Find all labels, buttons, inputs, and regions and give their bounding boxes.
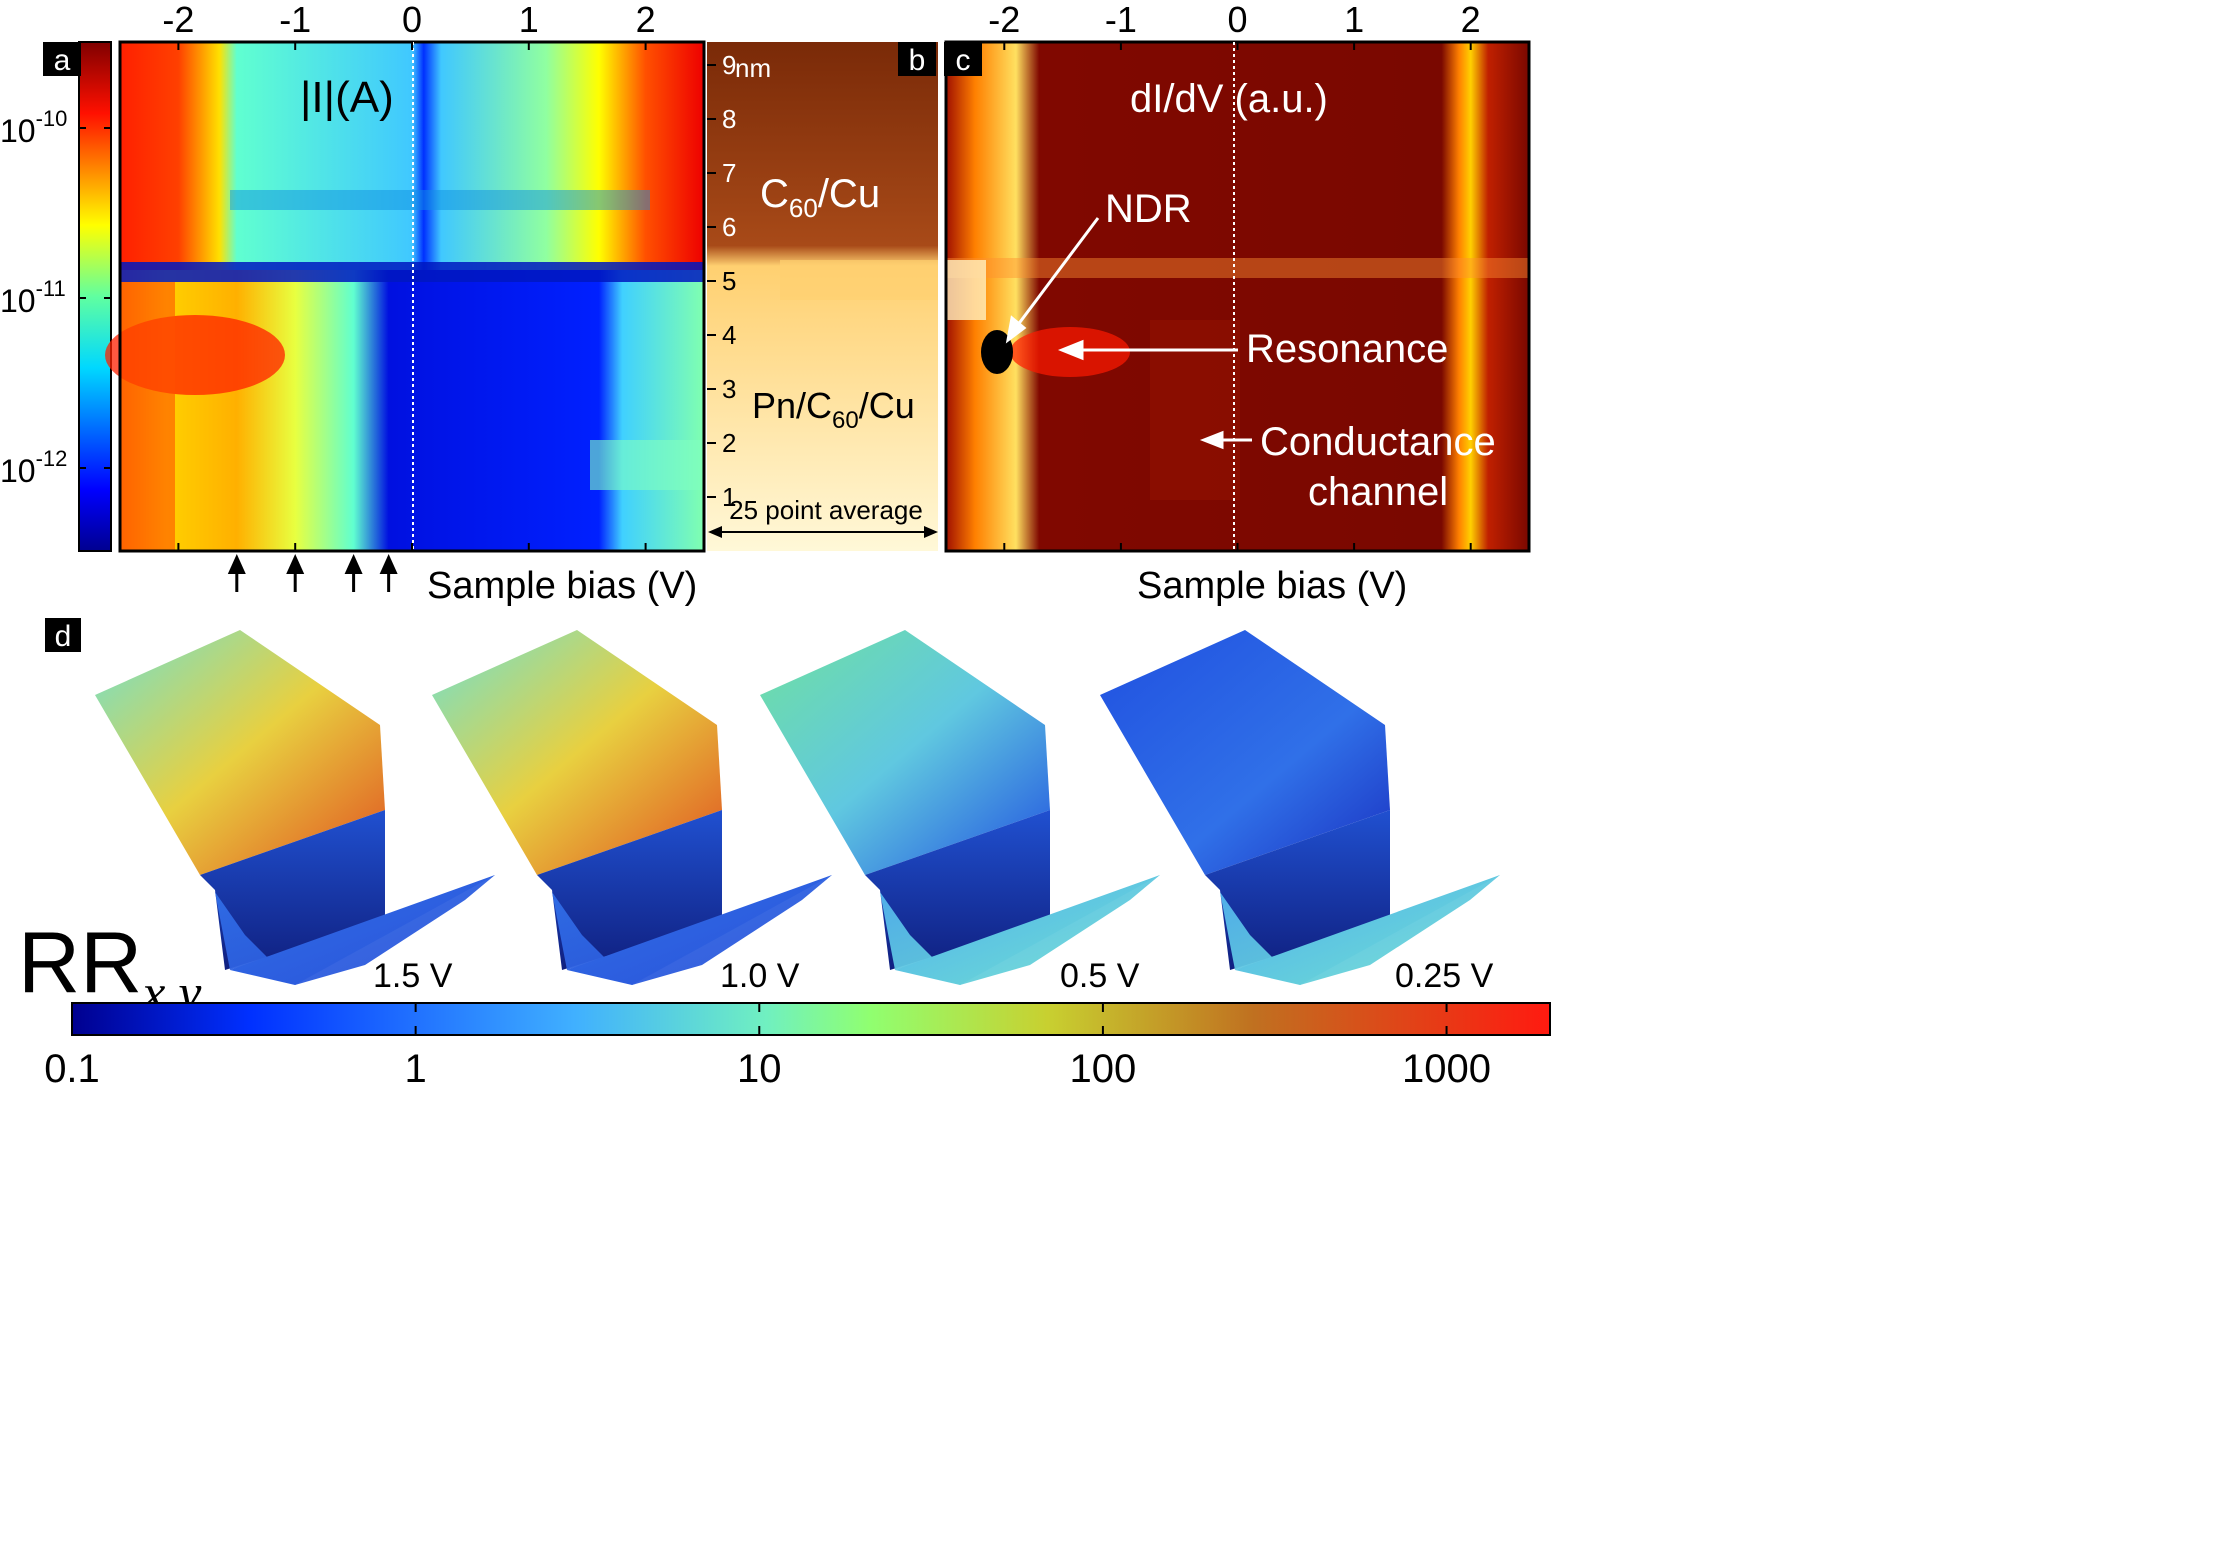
panel-b: 1 2 3 4 5 6 7 8 9 nm b C60/Cu Pn/C60/Cu 25 point… — [707, 42, 938, 551]
x-tick-label: 0 — [1227, 0, 1247, 40]
colorbar-a-tick-0: 10-10 — [0, 106, 67, 149]
y-tick-label: 7 — [722, 158, 736, 188]
xlabel-c: Sample bias (V) — [1137, 565, 1407, 607]
colorbar-d-tick-label: 1000 — [1402, 1047, 1491, 1091]
annotation-arrows — [1005, 217, 1252, 450]
annotation-ndr: NDR — [1105, 187, 1192, 231]
panel-label-c: c — [956, 44, 971, 77]
y-tick-label: 3 — [722, 374, 736, 404]
colorbar-a-tick-1: 10-11 — [0, 276, 66, 319]
surfaces: 1.5 V 1.0 V 0.5 V 0.25 V — [95, 630, 1500, 995]
unit-b: nm — [735, 53, 771, 83]
bias-arrow — [227, 554, 246, 592]
label-box-b — [898, 42, 936, 76]
panel-label-b: b — [909, 44, 926, 77]
colorbar-d-tick-label: 100 — [1070, 1047, 1137, 1091]
surface-label: 0.25 V — [1395, 957, 1494, 995]
colorbar-a-ticks — [79, 127, 111, 469]
colorbar-d-tick-label: 10 — [737, 1047, 782, 1091]
label-box-d — [45, 618, 81, 652]
bias-arrow — [286, 554, 305, 592]
surface-plot: 1.0 V — [432, 630, 832, 995]
heatmap-a — [105, 42, 704, 551]
surface-plot: 0.25 V — [1100, 630, 1500, 995]
average-note: 25 point average — [729, 495, 923, 525]
y-tick-label: 9 — [722, 50, 736, 80]
x-tick-label: -2 — [988, 0, 1020, 40]
colorbar-a — [78, 41, 112, 552]
colorbar-d — [71, 1002, 1551, 1036]
heatmap-c — [946, 42, 1529, 551]
x-tick-label: 0 — [402, 0, 422, 40]
bias-arrows — [227, 554, 398, 592]
panel-c: -2 -1 0 1 2 c dI/dV (a.u.) NDR Resonance Con… — [944, 0, 1531, 607]
x-tick-label: 1 — [1344, 0, 1364, 40]
y-tick-label: 1 — [722, 482, 736, 512]
annotation-conductance: Conductance — [1260, 420, 1496, 464]
annotation-resonance: Resonance — [1246, 327, 1448, 371]
y-ticks-b: 1 2 3 4 5 6 7 8 9 — [707, 50, 736, 512]
surface-label: 0.5 V — [1060, 957, 1140, 995]
x-tick-label: 2 — [1461, 0, 1481, 40]
surface-label: 1.0 V — [720, 957, 800, 995]
label-box-a — [43, 42, 81, 76]
colorbar-d-tick-label: 1 — [405, 1047, 427, 1091]
surface-plot: 0.5 V — [760, 630, 1160, 995]
panel-label-a: a — [54, 44, 71, 77]
surface-label: 1.5 V — [373, 957, 453, 995]
surface-plot: 1.5 V — [95, 630, 495, 995]
y-tick-label: 8 — [722, 104, 736, 134]
title-a: |I|(A) — [300, 73, 394, 122]
panel-label-d: d — [55, 620, 72, 653]
annotation-channel: channel — [1308, 470, 1448, 514]
region-label-c60: C60/Cu — [760, 172, 880, 223]
y-tick-label: 4 — [722, 320, 736, 350]
title-c: dI/dV (a.u.) — [1130, 77, 1328, 121]
x-ticks-a: -2 -1 0 1 2 — [162, 0, 656, 551]
x-tick-label: -1 — [1105, 0, 1137, 40]
x-tick-label: 2 — [636, 0, 656, 40]
x-ticks-c: -2 -1 0 1 2 — [988, 0, 1481, 551]
bias-arrow — [344, 554, 363, 592]
xlabel-a: Sample bias (V) — [427, 565, 697, 607]
bias-arrow — [379, 554, 398, 592]
y-tick-label: 5 — [722, 266, 736, 296]
y-tick-label: 2 — [722, 428, 736, 458]
x-tick-label: -2 — [162, 0, 194, 40]
x-tick-label: -1 — [279, 0, 311, 40]
colorbar-d-tick-label: 0.1 — [44, 1047, 100, 1091]
x-tick-label: 1 — [519, 0, 539, 40]
label-box-c — [944, 42, 982, 76]
region-label-pn: Pn/C60/Cu — [752, 385, 915, 434]
y-tick-label: 6 — [722, 212, 736, 242]
panel-a: 10-10 10-11 10-12 -2 -1 0 1 2 |I|(A) a Sampl… — [0, 0, 706, 607]
colorbar-a-tick-2: 10-12 — [0, 446, 67, 489]
colorbar-d-label: RRx,y — [18, 915, 202, 1022]
colorbar-d-ticks: 0.1 1 10 100 1000 — [44, 1003, 1491, 1091]
panel-d: d 1.5 V 1.0 V 0.5 V 0.25 V RRx,y 0.1 1 10 100 1… — [18, 618, 1551, 1091]
